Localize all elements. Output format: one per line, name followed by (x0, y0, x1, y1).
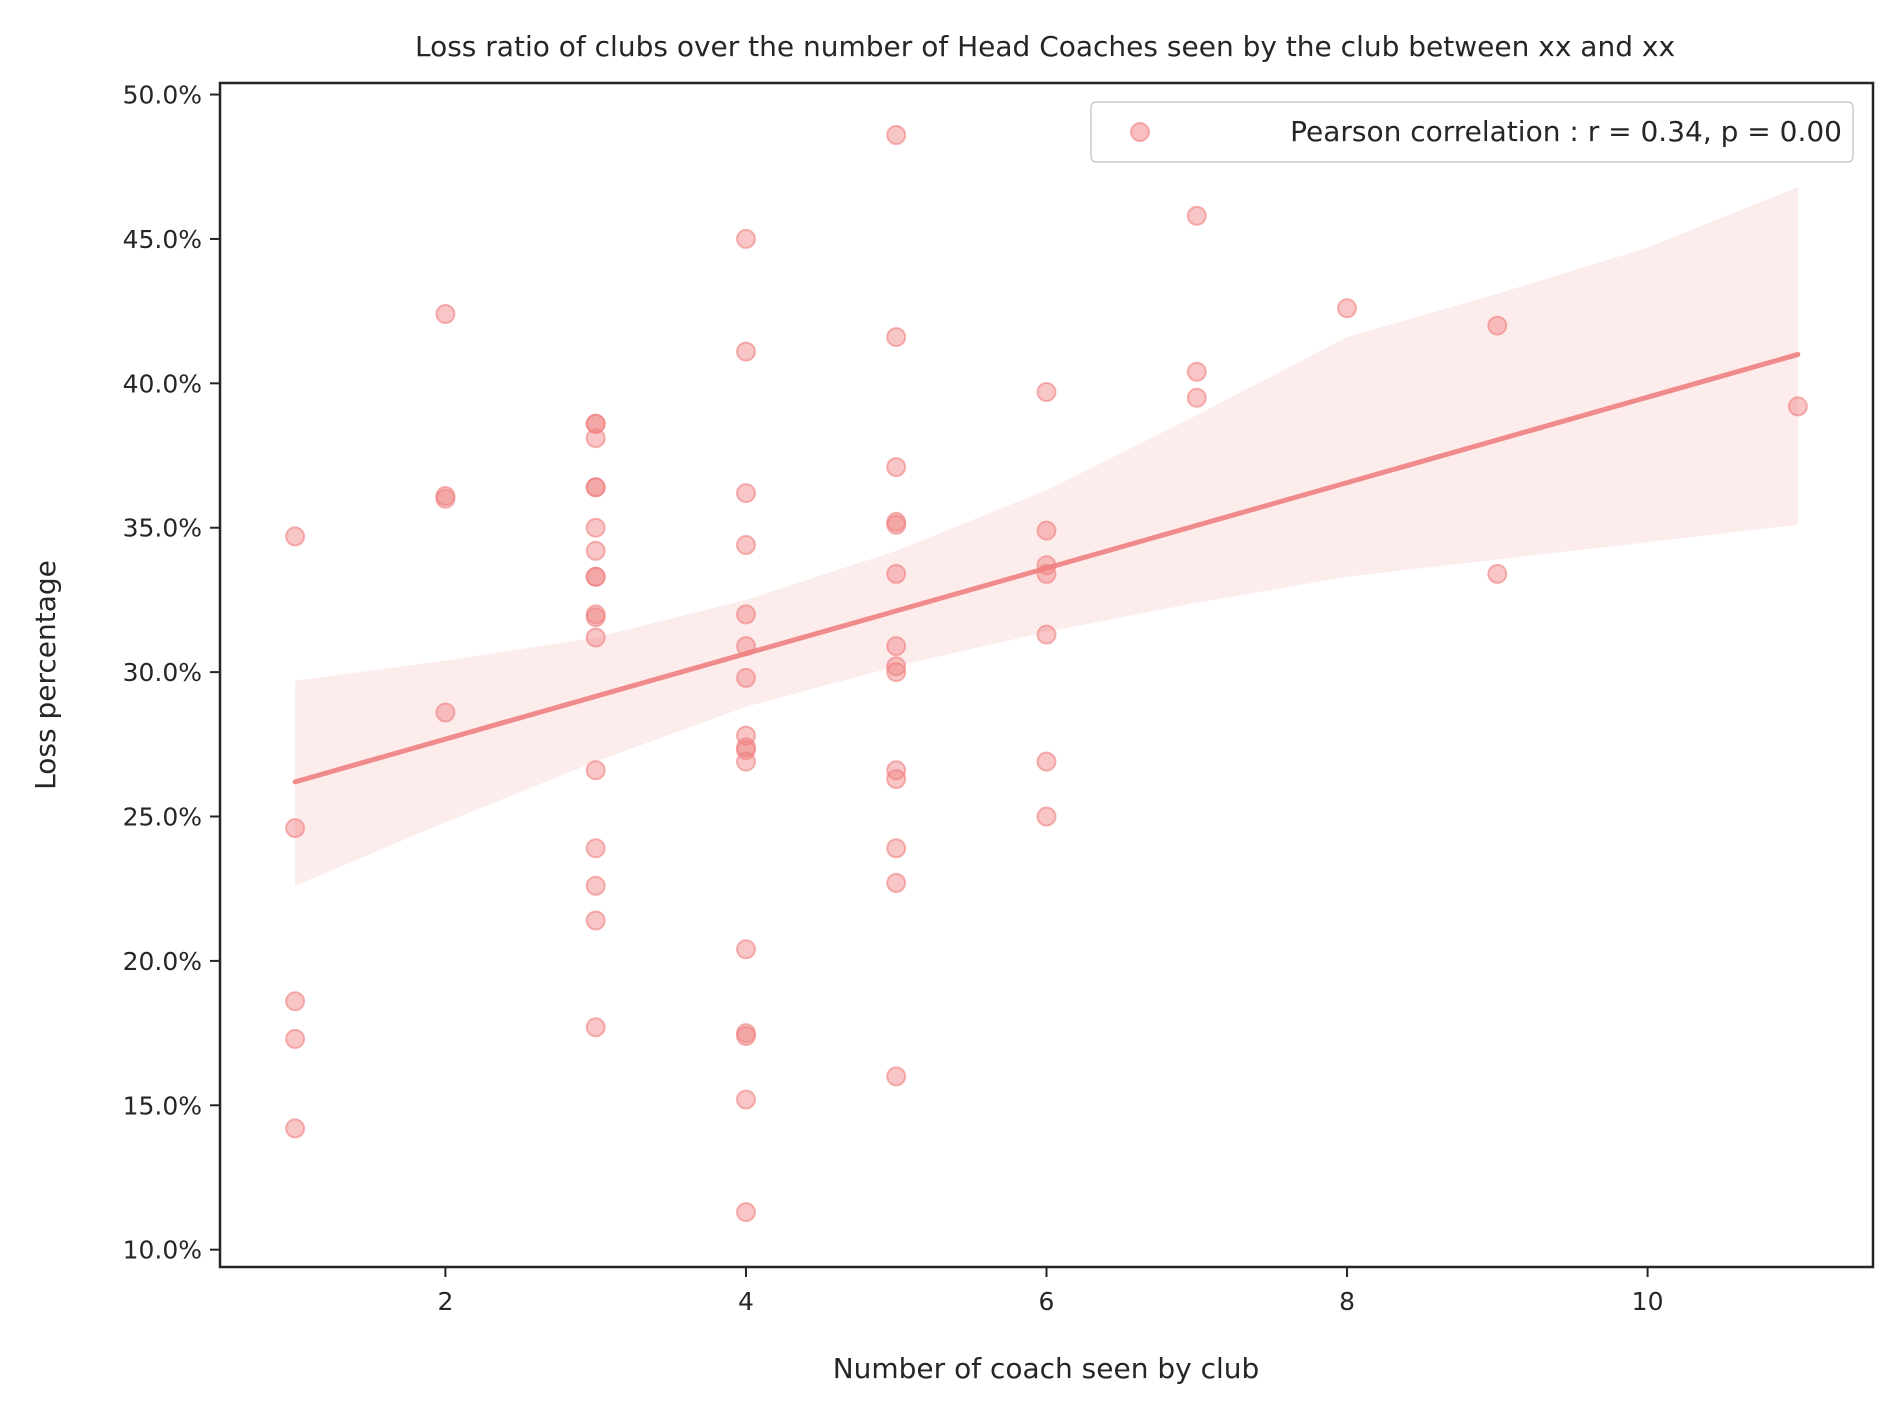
scatter-point (886, 636, 907, 657)
y-tick-label: 50.0% (123, 81, 202, 110)
scatter-point (1186, 361, 1207, 382)
y-tick-label: 30.0% (123, 658, 202, 687)
x-tick-label: 6 (1039, 1287, 1055, 1316)
scatter-point (285, 1028, 306, 1049)
scatter-point (886, 514, 907, 535)
scatter-point (285, 1118, 306, 1139)
scatter-points-layer (285, 125, 1808, 1223)
scatter-point (736, 1026, 756, 1046)
scatter-point (886, 125, 907, 145)
y-tick-label: 10.0% (123, 1236, 202, 1265)
scatter-point (285, 991, 306, 1012)
x-tick-label: 10 (1632, 1287, 1664, 1316)
scatter-point (585, 1017, 606, 1038)
y-tick-label: 20.0% (123, 947, 202, 976)
legend-label: Pearson correlation : r = 0.34, p = 0.00 (1290, 115, 1842, 148)
scatter-point (886, 457, 907, 478)
y-tick-label: 15.0% (123, 1091, 202, 1120)
scatter-point (1787, 396, 1808, 417)
scatter-point (1036, 806, 1057, 827)
scatter-point (585, 627, 606, 648)
scatter-point (435, 488, 456, 509)
scatter-point (736, 483, 756, 504)
scatter-point (736, 1089, 756, 1110)
scatter-point (585, 477, 606, 498)
scatter-point (736, 341, 756, 362)
regression-line (292, 351, 1801, 785)
x-tick-label: 8 (1339, 1287, 1355, 1316)
scatter-point (585, 566, 606, 587)
scatter-point (886, 838, 907, 859)
regression-line-layer (292, 351, 1801, 785)
scatter-point (736, 751, 756, 772)
scatter-point (886, 872, 907, 893)
scatter-point (736, 228, 756, 249)
scatter-point (585, 540, 606, 561)
x-tick-label: 4 (738, 1287, 754, 1316)
scatter-point (886, 769, 907, 789)
scatter-point (736, 604, 756, 625)
y-tick-label: 45.0% (123, 225, 202, 254)
scatter-point (1487, 563, 1508, 584)
legend-box (1090, 101, 1854, 163)
chart-title: Loss ratio of clubs over the number of H… (415, 30, 1675, 63)
scatter-point (1036, 520, 1057, 541)
scatter-point (435, 304, 456, 324)
x-tick-label: 2 (437, 1287, 453, 1316)
scatter-point (585, 517, 606, 538)
scatter-point (886, 662, 907, 683)
scatter-point (1036, 382, 1057, 402)
scatter-point (736, 535, 756, 555)
scatter-point (886, 1066, 907, 1087)
scatter-point (585, 910, 606, 931)
y-tick-label: 35.0% (123, 514, 202, 543)
legend-marker (1130, 122, 1150, 142)
x-axis-ticks: 2 4 6 8 10 (437, 1267, 1663, 1316)
y-tick-label: 25.0% (123, 803, 202, 832)
scatter-point (736, 1202, 756, 1223)
scatter-point (1487, 315, 1508, 336)
scatter-point (1186, 387, 1207, 408)
x-axis-label: Number of coach seen by club (833, 1352, 1260, 1385)
scatter-point (886, 327, 907, 348)
legend: Pearson correlation : r = 0.34, p = 0.00 (1090, 101, 1854, 163)
scatter-point (585, 838, 606, 859)
scatter-point (736, 667, 756, 688)
scatter-point (435, 702, 456, 723)
y-axis-ticks: 10.0% 15.0% 20.0% 25.0% 30.0% 35.0% 40.0% 45.0%… (123, 81, 220, 1265)
scatter-point (886, 656, 907, 677)
scatter-point (285, 526, 306, 547)
y-tick-label: 40.0% (123, 369, 202, 398)
scatter-point (1036, 751, 1057, 772)
confidence-band-layer (295, 187, 1798, 886)
scatter-point (585, 875, 606, 896)
scatter-point (585, 413, 606, 434)
y-axis-label: Loss percentage (29, 560, 62, 790)
confidence-band (295, 187, 1798, 886)
scatter-point (285, 818, 306, 839)
scatter-point (1036, 624, 1057, 645)
scatter-point (1186, 205, 1207, 226)
scatter-point (886, 563, 907, 584)
scatter-point (1337, 298, 1357, 319)
scatter-point (585, 760, 606, 781)
scatter-point (585, 607, 606, 628)
scatter-point (585, 428, 606, 449)
scatter-point (736, 939, 756, 960)
